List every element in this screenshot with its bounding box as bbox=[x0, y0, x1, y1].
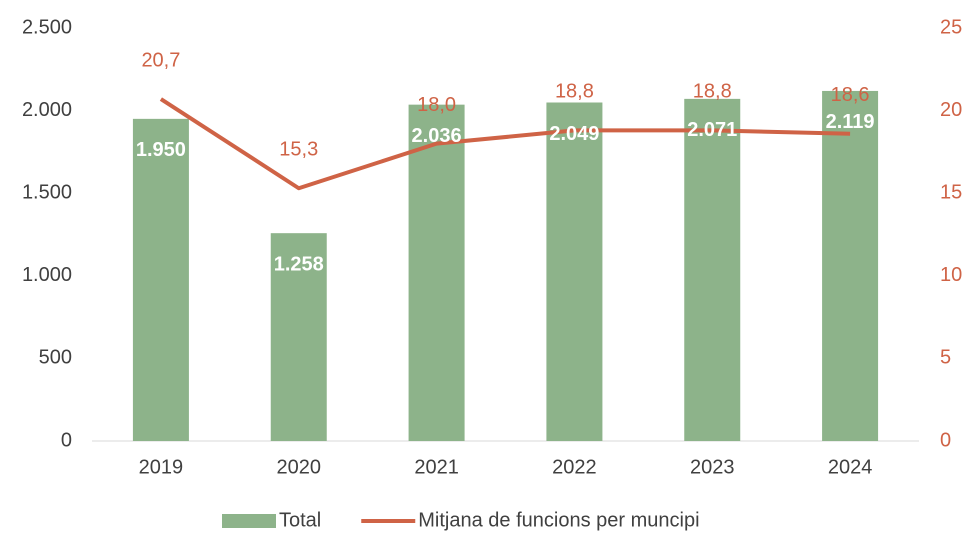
y-tick-label: 1.000 bbox=[22, 264, 72, 286]
bar-value-label: 2.119 bbox=[826, 111, 875, 133]
bar-value-label: 2.036 bbox=[412, 125, 462, 147]
bar-value-label: 1.950 bbox=[136, 139, 186, 161]
y2-tick-label: 10 bbox=[940, 264, 962, 286]
y-tick-label: 2.000 bbox=[22, 99, 72, 121]
line-value-label: 18,6 bbox=[831, 84, 870, 106]
bar bbox=[684, 98, 741, 442]
y-tick-label: 1.500 bbox=[22, 181, 72, 203]
y2-tick-label: 20 bbox=[940, 99, 962, 121]
bar-value-label: 2.071 bbox=[687, 119, 737, 141]
y-tick-label: 500 bbox=[39, 347, 72, 369]
x-tick-label: 2019 bbox=[139, 456, 184, 478]
bar-value-label: 1.258 bbox=[274, 253, 324, 275]
line-value-label: 15,3 bbox=[279, 139, 318, 161]
y-tick-label: 0 bbox=[61, 429, 72, 451]
y2-tick-label: 15 bbox=[940, 181, 962, 203]
x-tick-label: 2021 bbox=[414, 456, 459, 478]
line-value-label: 18,8 bbox=[555, 81, 594, 103]
y2-tick-label: 0 bbox=[940, 429, 951, 451]
legend-swatch bbox=[222, 514, 276, 528]
bar bbox=[822, 90, 879, 442]
x-tick-label: 2020 bbox=[277, 456, 322, 478]
x-tick-label: 2024 bbox=[828, 456, 873, 478]
x-tick-label: 2023 bbox=[690, 456, 735, 478]
y2-tick-label: 5 bbox=[940, 347, 951, 369]
line-value-label: 18,8 bbox=[693, 81, 732, 103]
y2-tick-label: 25 bbox=[940, 16, 962, 38]
bar bbox=[270, 233, 327, 441]
bar bbox=[132, 118, 189, 442]
x-tick-label: 2022 bbox=[552, 456, 597, 478]
bar-value-label: 2.049 bbox=[549, 123, 599, 145]
line-value-label: 18,0 bbox=[417, 94, 456, 116]
line-value-label: 20,7 bbox=[141, 49, 180, 71]
line bbox=[159, 97, 851, 191]
legend-label: Mitjana de funcions per muncipi bbox=[418, 509, 699, 531]
bar bbox=[408, 104, 465, 441]
bar bbox=[546, 102, 603, 442]
legend-label: Total bbox=[279, 509, 321, 531]
y-tick-label: 2.500 bbox=[22, 16, 72, 38]
